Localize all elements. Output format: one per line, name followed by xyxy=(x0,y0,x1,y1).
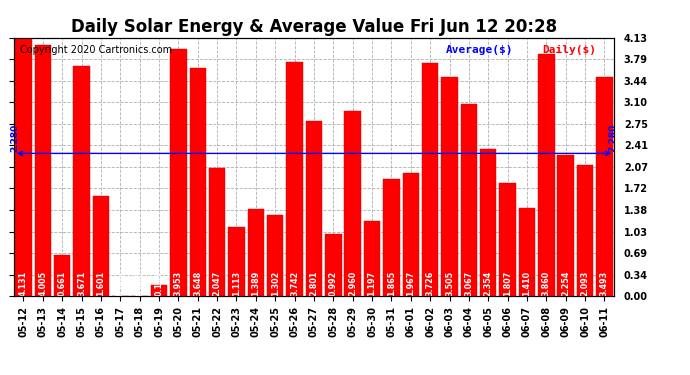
Bar xyxy=(209,168,226,296)
Bar xyxy=(461,104,477,296)
Text: Copyright 2020 Cartronics.com: Copyright 2020 Cartronics.com xyxy=(20,45,172,55)
Text: 0.000: 0.000 xyxy=(116,270,125,296)
Text: 3.742: 3.742 xyxy=(290,270,299,296)
Bar xyxy=(383,179,400,296)
Bar xyxy=(442,76,457,296)
Text: 0.173: 0.173 xyxy=(155,270,164,296)
Text: 3.953: 3.953 xyxy=(174,270,183,296)
Bar xyxy=(248,209,264,296)
Text: 2.047: 2.047 xyxy=(213,270,221,296)
Title: Daily Solar Energy & Average Value Fri Jun 12 20:28: Daily Solar Energy & Average Value Fri J… xyxy=(71,18,557,36)
Bar xyxy=(325,234,342,296)
Text: 0.000: 0.000 xyxy=(135,270,144,296)
Text: 2.354: 2.354 xyxy=(484,270,493,296)
Text: 1.410: 1.410 xyxy=(522,270,531,296)
Text: 2.254: 2.254 xyxy=(561,270,570,296)
Text: 3.726: 3.726 xyxy=(426,270,435,296)
Text: 2.801: 2.801 xyxy=(309,270,319,296)
Text: 3.648: 3.648 xyxy=(193,270,202,296)
Bar xyxy=(267,214,284,296)
Text: 1.601: 1.601 xyxy=(97,270,106,296)
Text: 2.093: 2.093 xyxy=(580,270,589,296)
Bar xyxy=(422,63,438,296)
Bar xyxy=(151,285,167,296)
Text: 1.865: 1.865 xyxy=(387,270,396,296)
Text: 3.671: 3.671 xyxy=(77,270,86,296)
Bar xyxy=(596,77,613,296)
Bar xyxy=(577,165,593,296)
Text: 0.992: 0.992 xyxy=(329,270,338,296)
Bar xyxy=(306,121,322,296)
Text: 1.807: 1.807 xyxy=(503,270,512,296)
Bar xyxy=(519,208,535,296)
Bar xyxy=(170,49,186,296)
Bar xyxy=(92,196,109,296)
Text: 3.067: 3.067 xyxy=(464,270,473,296)
Text: 3.505: 3.505 xyxy=(445,270,454,296)
Text: Daily($): Daily($) xyxy=(542,45,596,55)
Text: 2.960: 2.960 xyxy=(348,270,357,296)
Bar xyxy=(228,226,245,296)
Bar xyxy=(364,221,380,296)
Text: 1.389: 1.389 xyxy=(251,270,260,296)
Text: 1.967: 1.967 xyxy=(406,270,415,296)
Text: Average($): Average($) xyxy=(446,45,513,55)
Text: 4.005: 4.005 xyxy=(39,270,48,296)
Text: 1.113: 1.113 xyxy=(232,270,241,296)
Bar xyxy=(402,173,419,296)
Text: 1.302: 1.302 xyxy=(270,270,279,296)
Bar xyxy=(15,38,32,296)
Bar xyxy=(34,45,51,296)
Text: 2.280: 2.280 xyxy=(10,124,19,152)
Text: 3.493: 3.493 xyxy=(600,270,609,296)
Bar xyxy=(480,149,497,296)
Text: 4.131: 4.131 xyxy=(19,270,28,296)
Bar xyxy=(286,62,303,296)
Text: 0.661: 0.661 xyxy=(58,270,67,296)
Text: 3.860: 3.860 xyxy=(542,270,551,296)
Bar xyxy=(500,183,516,296)
Bar xyxy=(344,111,361,296)
Bar xyxy=(538,54,555,296)
Text: 2.280: 2.280 xyxy=(609,124,618,152)
Bar xyxy=(73,66,90,296)
Text: 1.197: 1.197 xyxy=(368,270,377,296)
Bar xyxy=(54,255,70,296)
Bar xyxy=(558,155,574,296)
Bar xyxy=(190,68,206,296)
